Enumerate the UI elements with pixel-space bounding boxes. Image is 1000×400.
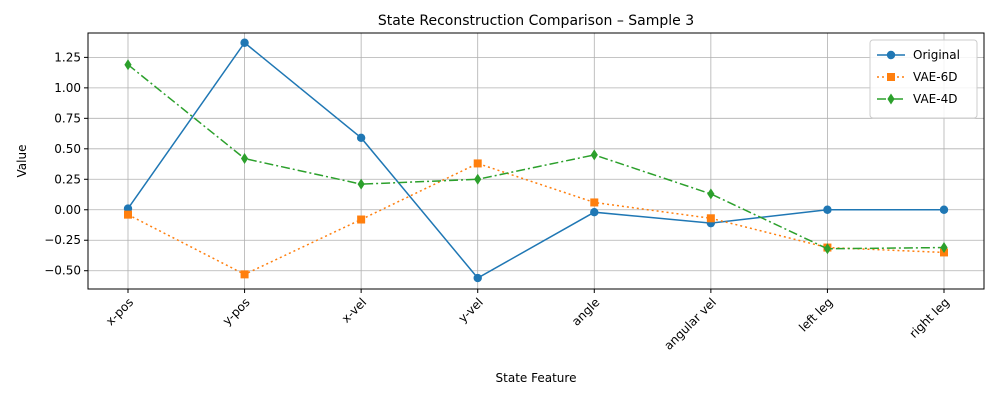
data-point-vae-4d [357, 178, 365, 190]
series-line-vae-4d [127, 64, 945, 250]
y-tick-label: 0.00 [54, 203, 81, 217]
legend-marker-original [886, 50, 896, 60]
y-tick-label: 0.50 [54, 142, 81, 156]
data-point-original [939, 205, 949, 214]
series-vae-6d [124, 159, 948, 279]
data-point-vae-6d [706, 214, 715, 223]
y-tick-label: 1.25 [54, 50, 81, 64]
legend-marker-vae-6d [887, 73, 895, 81]
x-tick-label: y-pos [220, 295, 253, 328]
series-line-original [127, 41, 944, 279]
data-point-vae-6d [124, 210, 132, 219]
x-tick-label: x-pos [103, 295, 136, 328]
legend: Original VAE-6D VAE-4D [869, 39, 978, 119]
plot-frame [87, 32, 985, 290]
y-tick-label: 1.00 [54, 81, 81, 95]
x-axis-ticks: x-pos y-pos x-vel y-vel angle angular vel left… [103, 289, 952, 353]
y-tick-label: −0.50 [44, 264, 81, 278]
data-point-vae-6d [590, 198, 599, 207]
legend-label-vae-4d: VAE-4D [913, 92, 957, 106]
series-line-vae-6d [127, 162, 945, 276]
y-axis-label: Value [15, 145, 29, 178]
x-tick-label: right leg [907, 295, 952, 340]
series-layer [123, 38, 949, 283]
x-tick-label: x-vel [339, 295, 369, 325]
data-point-vae-4d [940, 242, 948, 254]
y-axis-ticks: −0.50 −0.25 0.00 0.25 0.50 0.75 1.00 1.25 [44, 50, 88, 278]
data-point-original [590, 208, 599, 217]
y-tick-label: −0.25 [44, 233, 81, 247]
legend-label-vae-6d: VAE-6D [913, 70, 957, 84]
data-point-vae-6d [240, 270, 249, 279]
x-axis-label: State Feature [496, 371, 577, 385]
series-vae-4d [124, 59, 948, 255]
data-point-vae-4d [240, 153, 249, 165]
grid [88, 33, 984, 289]
data-point-vae-4d [823, 243, 832, 255]
data-point-original [823, 205, 832, 214]
data-point-vae-4d [124, 59, 132, 71]
data-point-vae-6d [357, 215, 366, 224]
x-tick-label: angle [569, 295, 602, 328]
data-point-vae-6d [473, 159, 482, 168]
data-point-vae-4d [590, 149, 598, 161]
data-point-vae-4d [707, 188, 715, 200]
series-original [123, 38, 949, 283]
chart-title: State Reconstruction Comparison – Sample… [378, 13, 694, 29]
x-tick-label: angular vel [661, 295, 719, 353]
data-point-original [356, 133, 366, 143]
data-point-original [473, 273, 482, 283]
data-point-vae-4d [474, 173, 482, 185]
data-point-original [240, 38, 249, 47]
legend-marker-vae-4d [887, 93, 895, 105]
y-tick-label: 0.25 [54, 172, 81, 186]
x-tick-label: y-vel [456, 295, 486, 325]
y-tick-label: 0.75 [54, 111, 81, 125]
x-tick-label: left leg [796, 295, 835, 334]
legend-label-original: Original [913, 48, 960, 62]
